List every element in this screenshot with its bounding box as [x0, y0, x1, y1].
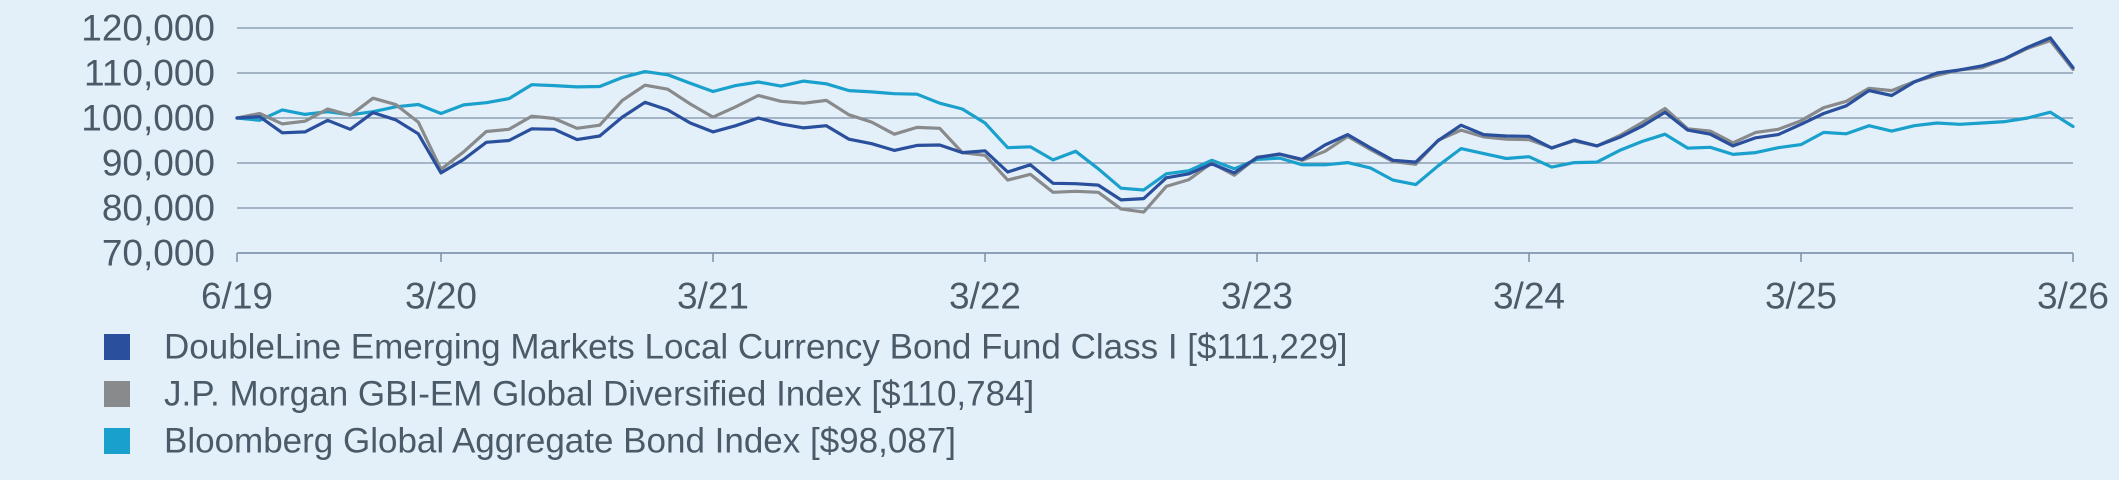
y-tick-label: 100,000	[81, 98, 215, 139]
series-line-3	[235, 69, 2075, 192]
x-tick-label: 3/22	[949, 276, 1021, 317]
legend: DoubleLine Emerging Markets Local Curren…	[104, 328, 1348, 461]
y-tick-label: 120,000	[81, 8, 215, 49]
y-tick-label: 80,000	[102, 188, 215, 229]
series-line-2	[235, 38, 2075, 214]
x-tick-label: 3/20	[405, 276, 477, 317]
legend-swatch	[104, 381, 130, 407]
legend-swatch	[104, 428, 130, 454]
y-tick-label: 90,000	[102, 143, 215, 184]
series-line-1	[235, 36, 2075, 202]
x-tick-label: 3/25	[1765, 276, 1837, 317]
legend-label: Bloomberg Global Aggregate Bond Index [$…	[164, 422, 956, 461]
x-tick-label: 3/23	[1221, 276, 1293, 317]
series-lines	[235, 36, 2075, 214]
legend-label: J.P. Morgan GBI-EM Global Diversified In…	[164, 375, 1034, 414]
x-tick-label: 6/19	[201, 276, 273, 317]
x-axis: 6/19 3/20 3/21 3/22 3/23 3/24 3/25 3/26	[201, 252, 2109, 317]
legend-label: DoubleLine Emerging Markets Local Curren…	[164, 328, 1348, 367]
legend-swatch	[104, 334, 130, 360]
x-tick-label: 3/21	[677, 276, 749, 317]
y-tick-label: 110,000	[84, 53, 215, 94]
x-tick-label: 3/26	[2037, 276, 2109, 317]
y-tick-label: 70,000	[102, 233, 215, 274]
x-tick-label: 3/24	[1493, 276, 1565, 317]
